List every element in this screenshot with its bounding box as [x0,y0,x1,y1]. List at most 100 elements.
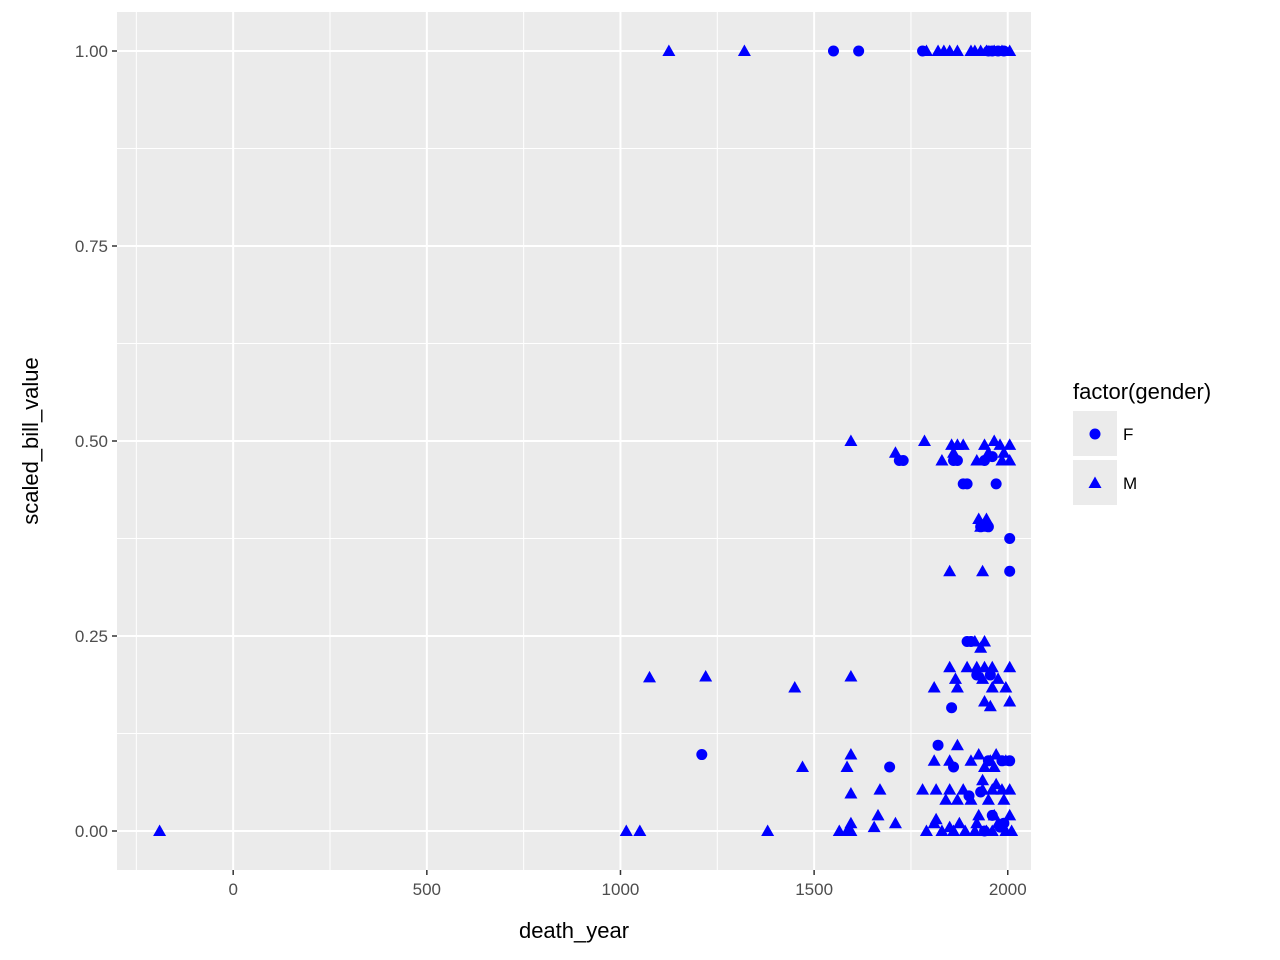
y-tick-label: 1.00 [75,42,108,61]
legend-title: factor(gender) [1073,379,1211,404]
legend-label-f: F [1123,425,1133,444]
legend-label-m: M [1123,474,1137,493]
legend: factor(gender) F M [1073,379,1211,505]
point-f [990,478,1002,490]
point-m [844,670,858,682]
point-m [633,824,647,836]
point-m [972,808,986,821]
point-m [968,634,982,647]
point-f [853,45,865,57]
point-m [947,446,961,458]
point-m [619,824,633,836]
point-m [978,438,992,450]
point-m [958,824,972,836]
point-m [970,816,984,829]
point-m [840,760,854,773]
point-m [1003,783,1017,795]
point-m [943,754,957,766]
point-m [956,783,970,795]
point-m [788,680,802,693]
point-m [956,438,970,450]
point-m [978,695,992,707]
point-m [985,783,999,795]
point-m [950,793,964,805]
point-m [844,824,858,836]
point-m [972,748,986,760]
y-tick-label: 0.00 [75,822,108,841]
point-m [943,564,957,577]
point-m [871,808,885,821]
point-m [929,783,943,795]
point-m [997,446,1011,458]
point-m [919,824,933,836]
point-m [999,754,1013,766]
point-m [976,783,990,795]
point-f [971,669,983,681]
point-m [935,454,949,466]
y-axis: 0.00 0.25 0.50 0.75 1.00 [75,42,117,841]
point-m [989,748,1003,760]
legend-key-m-marker [1088,476,1102,488]
y-axis-title: scaled_bill_value [18,357,43,525]
point-m [947,824,961,836]
point-f [961,478,973,490]
point-m [916,783,930,795]
point-m [950,680,964,693]
point-m [950,738,964,751]
point-m [873,783,887,795]
point-f [827,45,839,57]
point-m [1003,808,1017,821]
point-m [981,446,995,458]
point-m [888,446,902,458]
point-m [1003,438,1017,450]
point-m [927,680,941,693]
major-gridlines [117,12,1031,870]
point-m [844,434,858,446]
point-m [999,680,1013,693]
point-m [1005,824,1019,836]
x-tick-label: 1000 [602,880,640,899]
point-f [984,669,996,681]
y-tick-label: 0.75 [75,237,108,256]
y-tick-label: 0.25 [75,627,108,646]
point-m [952,816,966,829]
point-m [993,438,1007,450]
point-m [968,824,982,836]
point-m [1003,454,1017,466]
point-m [974,641,988,653]
x-tick-label: 1500 [795,880,833,899]
point-m [927,754,941,766]
point-m [927,816,941,829]
point-m [970,454,984,466]
point-m [964,754,978,766]
point-m [643,670,657,683]
point-m [917,434,931,446]
point-f [1004,533,1016,544]
point-m [935,824,949,836]
point-m [948,672,962,684]
point-m [978,760,992,773]
point-m [997,793,1011,805]
point-m [844,816,858,829]
point-m [987,808,1001,821]
point-m [976,773,990,786]
point-m [844,748,858,760]
point-f [1004,565,1016,577]
point-m [867,820,881,833]
point-m [964,793,978,805]
point-m [943,783,957,795]
point-m [991,672,1005,684]
point-m [978,634,992,647]
point-m [960,660,974,673]
x-tick-label: 0 [228,880,237,899]
point-m [1003,660,1017,673]
point-f [696,749,708,761]
point-m [153,824,167,836]
x-tick-label: 2000 [989,880,1027,899]
point-m [919,44,933,56]
point-f [897,455,909,466]
x-axis-title: death_year [519,918,629,943]
point-m [1003,44,1017,56]
point-m [979,512,993,524]
